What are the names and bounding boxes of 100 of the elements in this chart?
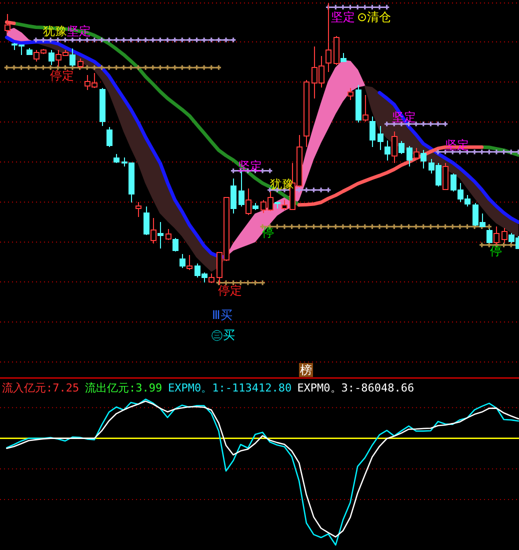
point — [464, 224, 470, 229]
point — [180, 65, 184, 70]
point — [304, 224, 309, 229]
candlestick — [406, 145, 412, 168]
text: ㊂买 — [211, 328, 235, 342]
point — [333, 224, 338, 229]
point — [304, 188, 309, 192]
point — [106, 65, 112, 70]
point — [421, 224, 426, 229]
point — [370, 224, 375, 229]
point — [377, 224, 382, 229]
candlestick — [348, 87, 354, 101]
point — [362, 224, 368, 229]
point — [62, 65, 68, 70]
annotation: ⊙清仓 — [357, 10, 392, 24]
point — [150, 38, 156, 42]
candlestick — [340, 52, 346, 62]
point — [384, 122, 390, 126]
point — [128, 38, 134, 42]
point — [282, 224, 287, 229]
point — [209, 65, 214, 70]
point — [436, 224, 440, 229]
candlestick — [282, 200, 288, 210]
point — [158, 65, 163, 70]
annotation: 停 — [262, 226, 274, 240]
candlestick — [180, 253, 186, 268]
candlestick — [494, 226, 500, 246]
point — [230, 168, 236, 174]
candlestick — [370, 116, 376, 148]
candlestick — [100, 88, 106, 126]
candlestick — [304, 79, 310, 148]
text: EXPM0。1:-113412.80 — [168, 382, 292, 394]
point — [114, 65, 119, 70]
point — [106, 38, 112, 42]
point — [224, 38, 228, 42]
point — [121, 65, 126, 70]
point — [428, 122, 434, 126]
point — [230, 38, 236, 42]
point — [92, 38, 97, 42]
point — [136, 65, 141, 70]
point — [311, 224, 316, 229]
point — [172, 65, 178, 70]
point — [128, 65, 134, 70]
point — [458, 224, 462, 229]
point — [480, 150, 484, 154]
point — [501, 150, 506, 154]
point — [26, 65, 31, 70]
candlestick — [274, 202, 280, 209]
point — [56, 38, 60, 42]
point — [442, 224, 448, 229]
candlestick — [356, 84, 362, 124]
point — [18, 65, 24, 70]
point — [442, 122, 448, 126]
point — [4, 65, 10, 70]
candlestick — [158, 221, 164, 249]
point — [40, 65, 46, 70]
candlestick — [172, 238, 178, 252]
point — [99, 65, 104, 70]
annotation: 停定 — [218, 284, 242, 298]
point — [62, 38, 68, 42]
text: EXPM0。3:-86048.66 — [297, 382, 414, 394]
point — [274, 224, 280, 229]
text: 流入亿元:7.25 — [2, 382, 80, 394]
point — [289, 224, 294, 229]
candlestick — [166, 228, 172, 240]
candlestick — [252, 202, 258, 210]
candlestick — [414, 147, 420, 161]
point — [34, 38, 38, 42]
point — [48, 38, 53, 42]
point — [355, 224, 360, 229]
point — [486, 224, 492, 229]
point — [165, 65, 170, 70]
point — [318, 224, 324, 229]
candlestick — [378, 125, 384, 150]
candlestick — [186, 254, 192, 271]
point — [172, 38, 178, 42]
candlestick — [26, 47, 32, 56]
point — [311, 188, 316, 192]
annotation: 停 — [490, 244, 502, 258]
point — [216, 65, 222, 70]
point — [406, 224, 412, 229]
point — [143, 65, 148, 70]
point — [84, 38, 90, 42]
annotation: 坚定 — [331, 10, 355, 24]
point — [296, 188, 302, 192]
point — [472, 150, 477, 154]
candlestick — [106, 126, 112, 148]
candlestick — [208, 272, 214, 284]
point — [194, 38, 200, 42]
point — [48, 65, 53, 70]
point — [180, 38, 184, 42]
point — [326, 188, 331, 192]
point — [77, 38, 82, 42]
point — [318, 188, 324, 192]
point — [392, 224, 396, 229]
point — [436, 150, 440, 154]
candlestick — [114, 153, 120, 164]
point — [150, 65, 156, 70]
point — [486, 150, 492, 154]
point — [268, 168, 272, 174]
